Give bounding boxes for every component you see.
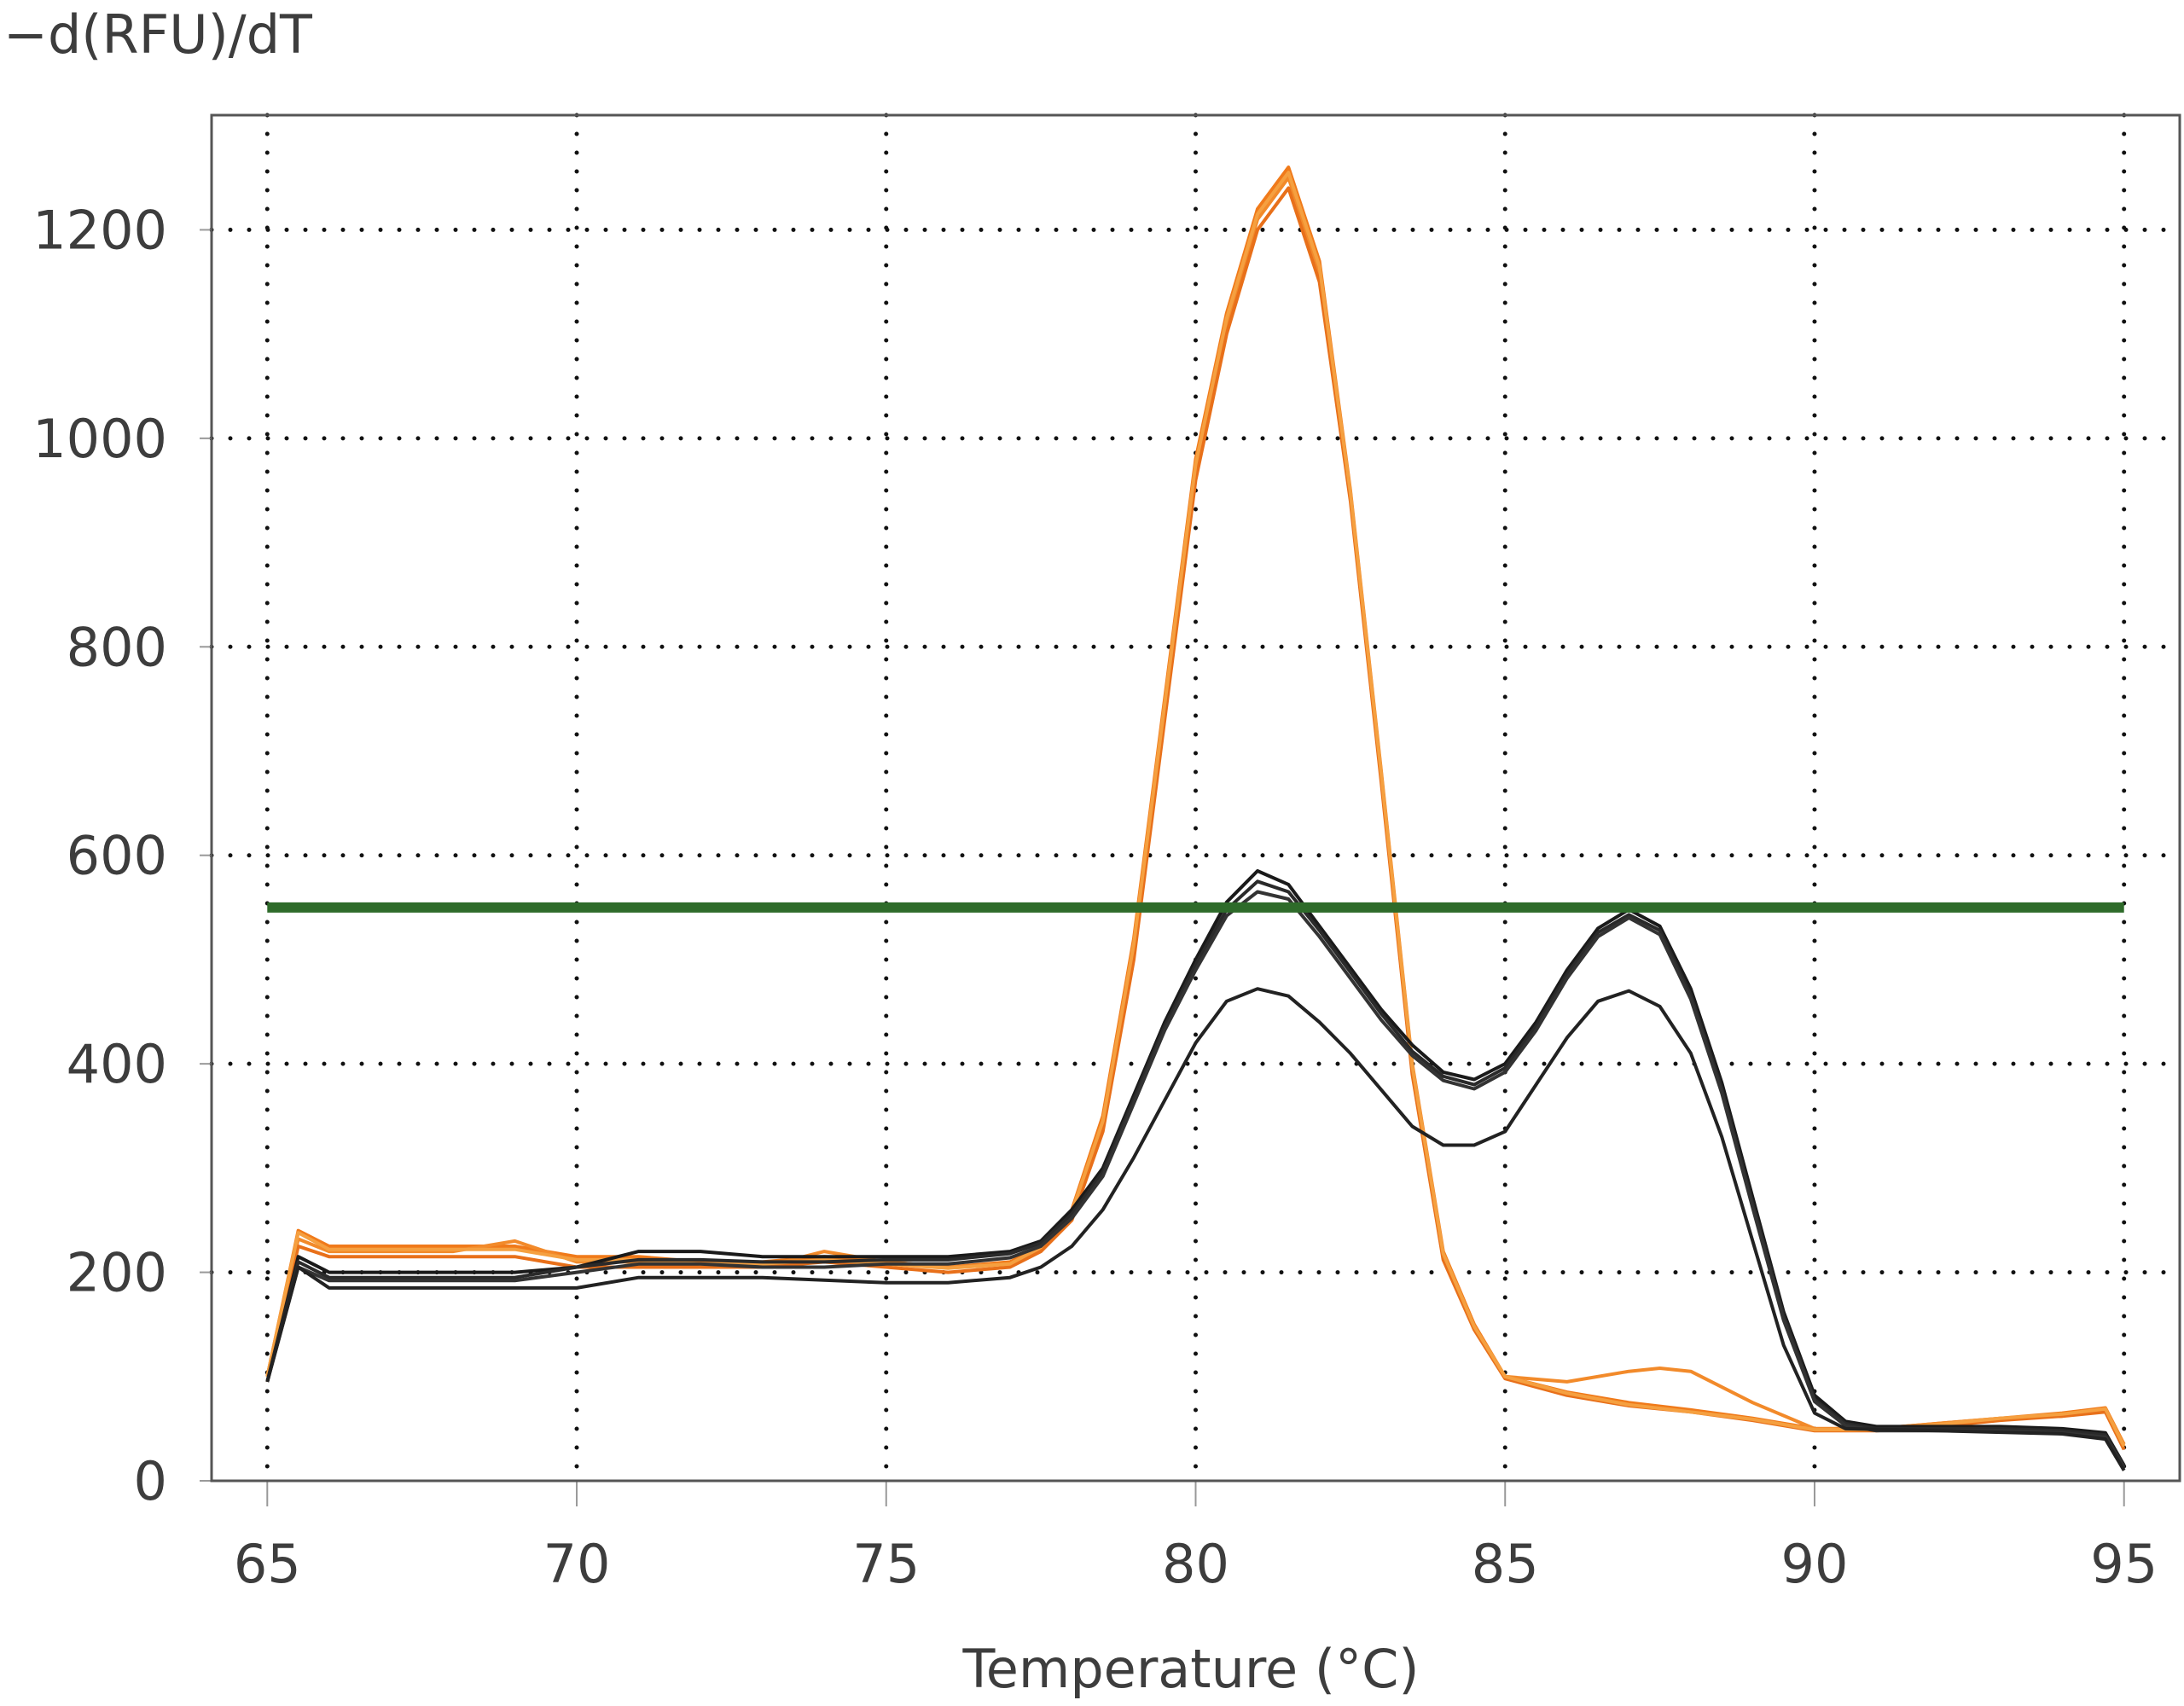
series-lines (265, 165, 2126, 1471)
plot-frame (210, 113, 2181, 1483)
x-tick-label: 80 (1162, 1533, 1229, 1595)
y-tick-label: 1000 (32, 408, 167, 470)
y-tick-label: 0 (134, 1450, 167, 1512)
series-line-black-4 (265, 987, 2126, 1471)
x-tick-label: 70 (543, 1533, 611, 1595)
x-tick-label: 65 (234, 1533, 301, 1595)
y-tick-label: 400 (67, 1033, 167, 1095)
tick-labels: 0 200 400 600 800 1000 1200 65 70 75 80 85 90 95 (32, 199, 2158, 1595)
y-tick-label: 1200 (32, 199, 167, 261)
grid (200, 113, 2182, 1506)
y-axis-title: −d(RFU)/dT (3, 3, 313, 66)
y-tick-label: 600 (67, 825, 167, 887)
series-line-orange-4 (265, 171, 2126, 1448)
series-line-black-3 (265, 890, 2126, 1470)
x-tick-label: 85 (1472, 1533, 1539, 1595)
x-tick-label: 75 (852, 1533, 920, 1595)
y-tick-label: 200 (67, 1242, 167, 1304)
x-tick-label: 95 (2090, 1533, 2158, 1595)
x-tick-label: 90 (1781, 1533, 1849, 1595)
x-axis-title: Temperature (°C) (961, 1638, 1419, 1700)
y-tick-label: 800 (67, 616, 167, 678)
